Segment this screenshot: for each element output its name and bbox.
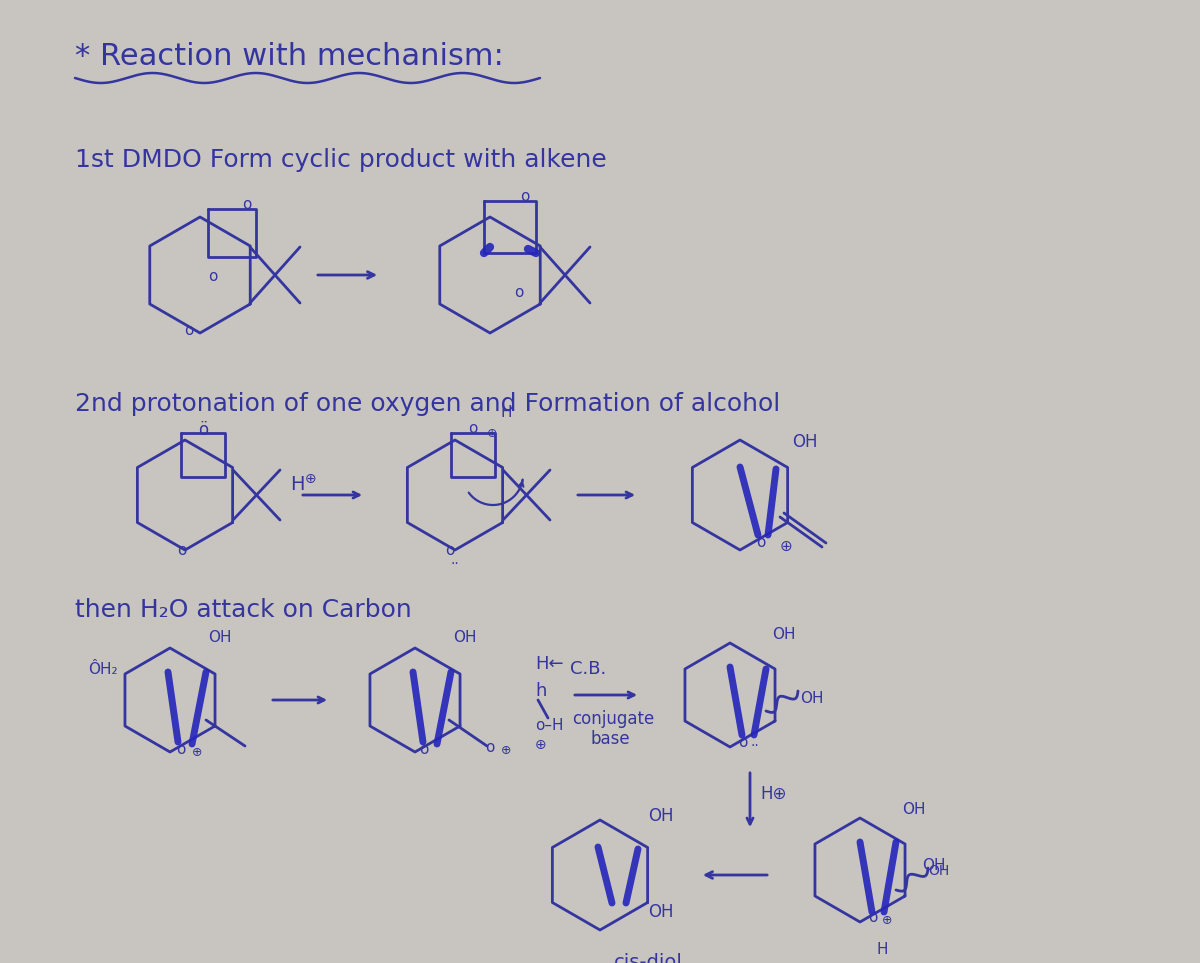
Text: ⊕: ⊕ xyxy=(502,744,511,757)
Text: H: H xyxy=(876,942,888,957)
Text: OH: OH xyxy=(800,691,823,706)
Text: o: o xyxy=(445,543,455,558)
Text: OH: OH xyxy=(454,630,476,645)
Text: base: base xyxy=(590,730,630,748)
Text: ÔH₂: ÔH₂ xyxy=(88,662,118,677)
Text: H: H xyxy=(290,475,305,494)
Text: OH: OH xyxy=(208,630,232,645)
Text: cis-diol: cis-diol xyxy=(614,953,683,963)
Text: o–H: o–H xyxy=(535,718,564,733)
Text: ö: ö xyxy=(198,421,208,439)
Text: H: H xyxy=(502,405,512,420)
Text: OH: OH xyxy=(648,903,673,921)
Text: o: o xyxy=(868,910,877,925)
Text: o: o xyxy=(242,197,251,212)
Text: OH: OH xyxy=(922,858,946,873)
Text: o: o xyxy=(176,742,185,757)
Text: H⊕: H⊕ xyxy=(760,785,786,803)
Text: ⊕: ⊕ xyxy=(882,914,893,927)
Text: conjugate: conjugate xyxy=(572,710,654,728)
Text: 1st DMDO Form cyclic product with alkene: 1st DMDO Form cyclic product with alkene xyxy=(74,148,607,172)
Text: o: o xyxy=(184,323,193,338)
Text: o: o xyxy=(756,535,766,550)
Text: C.B.: C.B. xyxy=(570,660,606,678)
Text: o: o xyxy=(738,735,748,750)
Text: OH: OH xyxy=(792,433,817,451)
Text: OH: OH xyxy=(928,864,949,878)
Text: h: h xyxy=(535,682,546,700)
Text: o: o xyxy=(514,285,523,300)
Text: ⊕: ⊕ xyxy=(305,472,317,486)
Text: then H₂O attack on Carbon: then H₂O attack on Carbon xyxy=(74,598,412,622)
Text: o: o xyxy=(468,421,478,436)
Text: ⊕: ⊕ xyxy=(535,738,547,752)
Text: OH: OH xyxy=(648,807,673,825)
Text: o: o xyxy=(178,543,186,558)
Text: OH: OH xyxy=(772,627,796,642)
Text: o: o xyxy=(208,269,217,284)
Text: ⊕: ⊕ xyxy=(780,539,793,554)
Text: o: o xyxy=(520,189,529,204)
Text: ··: ·· xyxy=(750,739,758,753)
Text: ⊕: ⊕ xyxy=(192,746,203,759)
Text: OH: OH xyxy=(902,802,925,817)
Text: H←: H← xyxy=(535,655,564,673)
Text: * Reaction with mechanism:: * Reaction with mechanism: xyxy=(74,42,504,71)
Text: o: o xyxy=(419,742,428,757)
Text: o: o xyxy=(485,740,494,755)
Text: 2nd protonation of one oxygen and Formation of alcohol: 2nd protonation of one oxygen and Format… xyxy=(74,392,780,416)
Text: ··: ·· xyxy=(451,557,460,571)
Text: ⊕: ⊕ xyxy=(487,427,498,440)
